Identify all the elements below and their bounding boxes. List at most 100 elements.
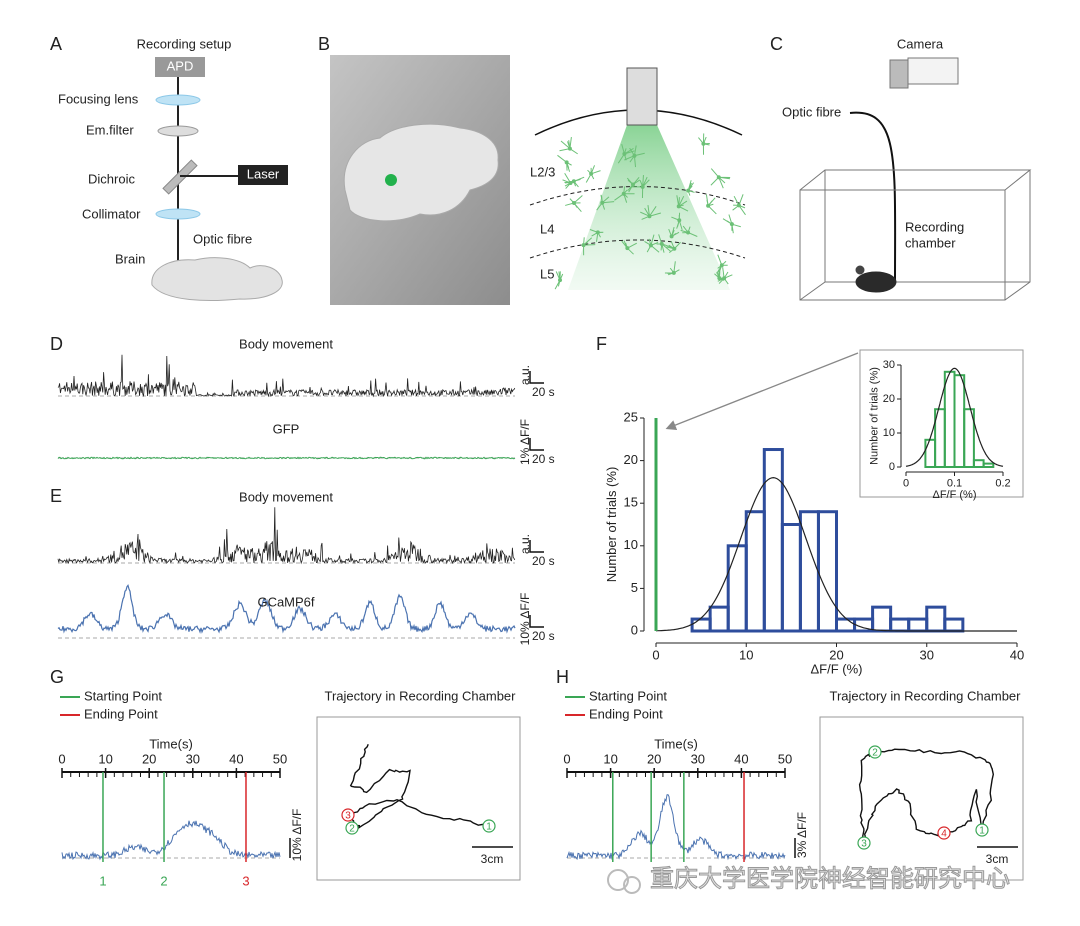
bar bbox=[726, 544, 748, 633]
bar bbox=[762, 448, 784, 633]
x-tick-label: 0 bbox=[652, 648, 659, 663]
label: 3 bbox=[345, 811, 351, 822]
label: 4 bbox=[941, 829, 947, 840]
neuron bbox=[705, 194, 717, 215]
neuron bbox=[626, 177, 641, 193]
legend-label: Starting Point bbox=[84, 688, 162, 703]
x-tick-label: 40 bbox=[734, 751, 748, 766]
chamber-diagram bbox=[799, 57, 1032, 301]
neuron-body bbox=[669, 234, 674, 239]
label: Trajectory in Recording Chamber bbox=[325, 688, 517, 703]
inset-arrow bbox=[665, 352, 859, 430]
bar bbox=[925, 605, 947, 633]
trace bbox=[566, 794, 786, 861]
trace bbox=[57, 507, 516, 565]
y-tick-label: 30 bbox=[883, 359, 895, 371]
trajectory-marker bbox=[857, 836, 871, 850]
bar bbox=[924, 438, 937, 468]
neuron-body bbox=[647, 214, 652, 219]
bar bbox=[744, 510, 766, 633]
neuron-body bbox=[589, 171, 594, 176]
scale-bar bbox=[529, 615, 544, 628]
neuron bbox=[716, 254, 728, 277]
trajectory bbox=[858, 748, 995, 843]
neuron-body bbox=[600, 200, 605, 205]
bar bbox=[953, 374, 966, 469]
neuron bbox=[680, 225, 698, 237]
trace bbox=[61, 820, 281, 861]
x-tick-label: 20 bbox=[647, 751, 661, 766]
neuron-body bbox=[648, 243, 653, 248]
legend-label: Starting Point bbox=[589, 688, 667, 703]
neuron-body bbox=[686, 188, 691, 193]
panel-letter: B bbox=[318, 34, 330, 54]
neuron bbox=[640, 205, 661, 220]
neuron bbox=[596, 194, 615, 211]
x-tick-label: 20 bbox=[142, 751, 156, 766]
watermark-icon bbox=[607, 869, 629, 891]
bar bbox=[963, 408, 975, 469]
inset-frame bbox=[859, 349, 1024, 498]
label: 10% ΔF/F bbox=[518, 593, 532, 646]
panel-letter: H bbox=[556, 667, 569, 687]
watermark-icon bbox=[623, 876, 641, 894]
x-axis-label: ΔF/F (%) bbox=[810, 662, 862, 677]
neuron-body bbox=[701, 141, 706, 146]
neuron bbox=[624, 145, 645, 168]
neuron-body bbox=[622, 151, 627, 156]
label: Body movement bbox=[239, 489, 333, 504]
y-tick-label: 0 bbox=[889, 461, 895, 473]
x-tick-label: 0.2 bbox=[995, 478, 1010, 490]
label: Laser bbox=[247, 166, 280, 181]
label: APD bbox=[167, 58, 194, 73]
trajectory-frame bbox=[819, 716, 1024, 881]
bar bbox=[982, 462, 995, 469]
neuron-body bbox=[706, 203, 711, 208]
y-tick-label: 20 bbox=[624, 452, 638, 467]
neuron bbox=[717, 267, 733, 285]
neuron bbox=[565, 195, 583, 213]
neuron-body bbox=[677, 218, 682, 223]
neuron bbox=[710, 168, 731, 189]
label: L5 bbox=[540, 266, 554, 281]
x-axis-label: ΔF/F (%) bbox=[932, 489, 976, 501]
label: 20 s bbox=[532, 452, 555, 466]
panel-letter: E bbox=[50, 486, 62, 506]
x-tick-label: 30 bbox=[691, 751, 705, 766]
bar bbox=[690, 617, 712, 633]
neuron bbox=[583, 237, 596, 256]
x-tick-label: 20 bbox=[829, 648, 843, 663]
neuron bbox=[714, 269, 727, 281]
y-tick-label: 0 bbox=[631, 622, 638, 637]
neuron-body bbox=[736, 203, 741, 208]
bar bbox=[835, 617, 857, 633]
label: Em.filter bbox=[86, 122, 134, 137]
label: a.u. bbox=[518, 534, 532, 554]
trace bbox=[57, 456, 516, 460]
y-axis-label: Number of trials (%) bbox=[604, 467, 619, 583]
panel-letter: F bbox=[596, 334, 607, 354]
label: 20 s bbox=[532, 385, 555, 399]
x-tick-label: 30 bbox=[920, 648, 934, 663]
neuron bbox=[698, 133, 710, 155]
neuron-body bbox=[671, 270, 676, 275]
x-tick-label: 10 bbox=[739, 648, 753, 663]
neuron bbox=[585, 165, 601, 183]
neuron bbox=[668, 226, 680, 237]
trajectory-frame bbox=[316, 716, 521, 881]
label: Recording setup bbox=[137, 36, 232, 51]
neuron-body bbox=[564, 160, 569, 165]
neuron bbox=[687, 180, 695, 196]
neuron-body bbox=[571, 179, 576, 184]
watermark: 重庆大学医学院神经智能研究中心 bbox=[650, 865, 1010, 892]
setup-diagram bbox=[151, 57, 288, 302]
x-tick-label: 10 bbox=[98, 751, 112, 766]
trace bbox=[57, 354, 516, 398]
bar bbox=[780, 523, 802, 633]
neuron bbox=[554, 271, 564, 290]
label: 3% ΔF/F bbox=[795, 812, 809, 858]
label: 1 bbox=[979, 826, 985, 837]
panel-letter: C bbox=[770, 34, 783, 54]
panel-letter: G bbox=[50, 667, 64, 687]
